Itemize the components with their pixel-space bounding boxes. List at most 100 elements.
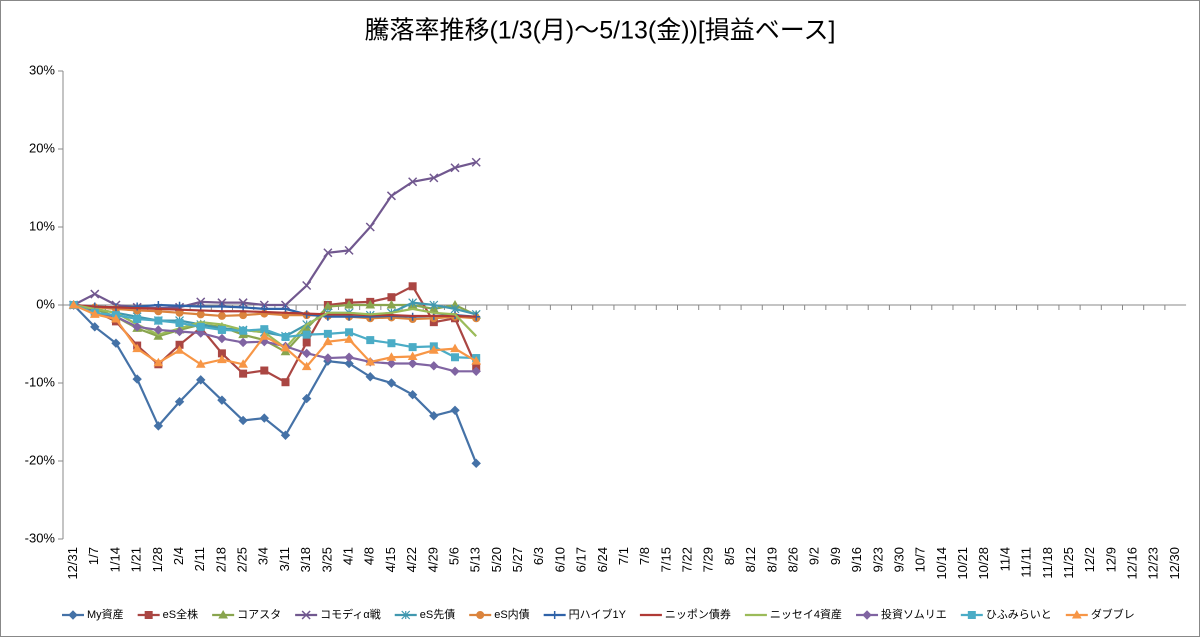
- marker: [323, 336, 333, 346]
- marker: [302, 338, 311, 347]
- marker: [217, 354, 227, 364]
- marker: [301, 348, 312, 359]
- x-tick-label: 1/7: [86, 547, 101, 565]
- x-tick-label: 4/15: [383, 547, 398, 572]
- marker: [386, 352, 397, 361]
- marker: [450, 343, 460, 353]
- marker: [386, 299, 397, 309]
- marker: [407, 358, 418, 369]
- marker: [407, 389, 418, 400]
- marker: [154, 301, 163, 309]
- marker: [196, 322, 205, 331]
- marker: [196, 375, 206, 385]
- x-tick-label: 3/18: [298, 547, 313, 572]
- marker: [429, 411, 439, 421]
- marker: [407, 351, 418, 360]
- x-tick-label: 8/19: [764, 547, 779, 572]
- marker: [239, 303, 248, 312]
- marker: [217, 333, 227, 344]
- marker: [408, 298, 418, 308]
- marker: [89, 309, 100, 318]
- legend-label: ひふみらいと: [986, 608, 1052, 621]
- x-tick-label: 12/9: [1103, 547, 1118, 572]
- marker: [154, 316, 163, 325]
- marker: [344, 358, 354, 369]
- marker: [429, 361, 439, 371]
- x-tick-label: 4/29: [425, 547, 440, 572]
- marker: [195, 359, 206, 368]
- marker: [153, 357, 164, 367]
- x-tick-label: 7/29: [701, 547, 716, 572]
- marker: [111, 314, 121, 323]
- marker: [429, 173, 439, 183]
- x-tick-label: 8/12: [743, 547, 758, 572]
- marker: [323, 248, 333, 258]
- legend-label: ダブブレ: [1091, 607, 1135, 621]
- marker: [239, 369, 248, 378]
- marker: [238, 359, 248, 368]
- marker: [365, 356, 376, 366]
- marker: [862, 610, 872, 620]
- marker: [281, 332, 290, 341]
- x-tick-label: 12/30: [1167, 547, 1182, 580]
- marker: [153, 325, 164, 335]
- x-tick-label: 3/4: [256, 547, 271, 565]
- legend-label: コモディα戦: [320, 607, 381, 621]
- x-tick-label: 9/16: [849, 547, 864, 572]
- x-tick-label: 6/17: [574, 547, 589, 572]
- marker: [153, 421, 164, 431]
- marker: [386, 378, 397, 388]
- marker: [365, 372, 375, 382]
- marker: [217, 311, 226, 320]
- x-tick-label: 11/25: [1061, 547, 1076, 579]
- marker: [259, 413, 270, 423]
- x-tick-label: 8/5: [722, 547, 737, 565]
- x-tick-label: 2/11: [192, 547, 207, 571]
- marker: [196, 310, 205, 319]
- legend-label: eS全株: [163, 607, 198, 621]
- marker: [429, 300, 439, 310]
- marker: [365, 222, 375, 232]
- marker: [280, 342, 291, 352]
- marker: [471, 157, 481, 167]
- marker: [323, 353, 333, 363]
- legend-label: コアスタ: [237, 608, 281, 621]
- x-tick-label: 11/4: [997, 547, 1012, 571]
- marker: [218, 609, 229, 619]
- marker: [174, 345, 185, 354]
- x-tick-label: 7/15: [658, 547, 673, 572]
- marker: [471, 366, 481, 377]
- marker: [196, 297, 206, 307]
- marker: [450, 405, 460, 416]
- x-tick-label: 5/27: [510, 547, 525, 572]
- marker: [68, 299, 79, 309]
- x-tick-label: 6/3: [531, 547, 546, 565]
- y-tick-label: 30%: [29, 62, 55, 77]
- marker: [550, 611, 559, 619]
- marker: [450, 163, 460, 173]
- marker: [238, 337, 248, 348]
- marker: [260, 366, 269, 375]
- legend-label: ニッセイ4資産: [770, 608, 842, 621]
- legend-label: 投資ソムリエ: [881, 607, 947, 621]
- marker: [344, 245, 354, 255]
- marker: [281, 304, 290, 313]
- marker: [90, 289, 100, 299]
- marker: [301, 393, 312, 404]
- marker: [133, 315, 142, 324]
- marker: [132, 343, 143, 353]
- marker: [344, 352, 354, 362]
- x-tick-label: 5/6: [446, 547, 461, 565]
- marker: [238, 298, 248, 308]
- marker: [217, 325, 226, 334]
- x-tick-label: 9/9: [828, 547, 843, 565]
- marker: [174, 397, 185, 407]
- marker: [132, 374, 142, 384]
- marker: [344, 299, 354, 309]
- marker: [323, 329, 332, 338]
- x-tick-label: 3/11: [277, 547, 292, 571]
- marker: [90, 322, 100, 332]
- marker: [365, 299, 376, 309]
- marker: [471, 458, 481, 469]
- marker: [239, 311, 248, 320]
